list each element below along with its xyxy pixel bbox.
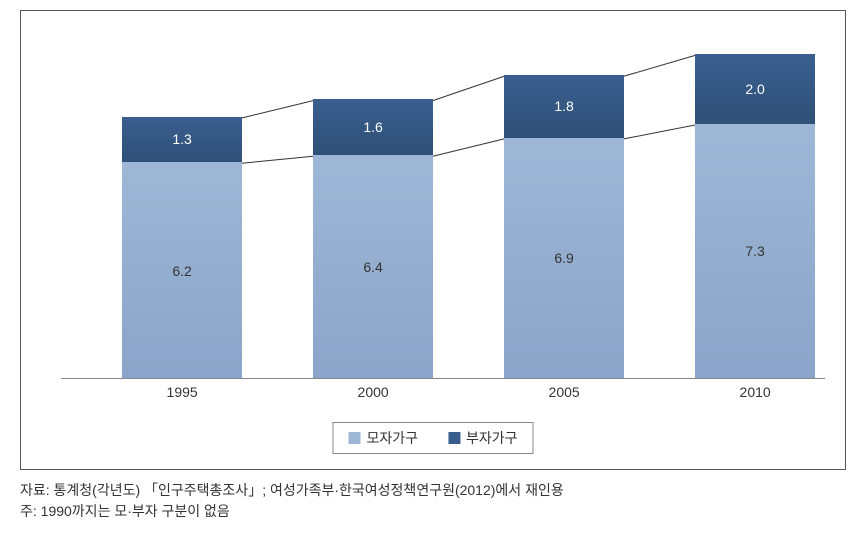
bar-segment-series2: 2.0: [695, 54, 815, 124]
bar-segment-series1: 6.4: [313, 155, 433, 379]
x-tick-label: 2000: [313, 384, 433, 400]
bar-segment-series2: 1.8: [504, 75, 624, 138]
bar-segment-series2: 1.6: [313, 99, 433, 155]
source-line: 자료: 통계청(각년도) 「인구주택총조사」; 여성가족부·한국여성정책연구원(…: [20, 480, 846, 501]
legend-swatch: [448, 432, 460, 444]
bar-segment-series1: 6.9: [504, 138, 624, 380]
x-axis-baseline: [61, 378, 825, 379]
note-line: 주: 1990까지는 모·부자 구분이 없음: [20, 501, 846, 522]
legend-item: 부자가구: [448, 428, 518, 448]
bar-group: 6.21.3: [122, 117, 242, 380]
x-tick-label: 2005: [504, 384, 624, 400]
x-tick-label: 1995: [122, 384, 242, 400]
legend-item: 모자가구: [348, 428, 418, 448]
legend-label: 부자가구: [466, 428, 518, 448]
bar-group: 7.32.0: [695, 54, 815, 380]
footnotes: 자료: 통계청(각년도) 「인구주택총조사」; 여성가족부·한국여성정책연구원(…: [20, 480, 846, 522]
chart-container: 6.21.3 6.41.6 6.91.8 7.32.0 1995 2000 2005 201…: [20, 10, 846, 470]
legend-swatch: [348, 432, 360, 444]
legend: 모자가구 부자가구: [332, 422, 533, 454]
bar-segment-series2: 1.3: [122, 117, 242, 163]
bar-group: 6.41.6: [313, 99, 433, 379]
bar-group: 6.91.8: [504, 75, 624, 380]
x-axis-labels: 1995 2000 2005 2010: [61, 384, 825, 409]
x-tick-label: 2010: [695, 384, 815, 400]
plot-area: 6.21.3 6.41.6 6.91.8 7.32.0: [61, 31, 825, 379]
legend-label: 모자가구: [366, 428, 418, 448]
bar-segment-series1: 7.3: [695, 124, 815, 380]
bar-segment-series1: 6.2: [122, 162, 242, 379]
